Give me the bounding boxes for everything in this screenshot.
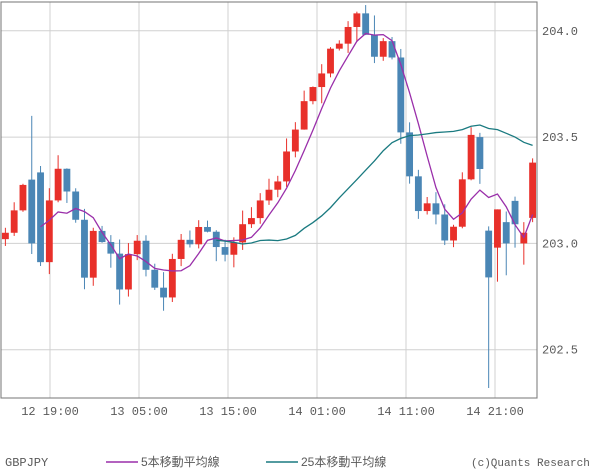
svg-text:13 15:00: 13 15:00 — [199, 405, 257, 419]
svg-text:14 01:00: 14 01:00 — [288, 405, 346, 419]
svg-text:12 19:00: 12 19:00 — [21, 405, 79, 419]
svg-text:203.5: 203.5 — [542, 131, 578, 145]
svg-text:25本移動平均線: 25本移動平均線 — [301, 454, 386, 469]
svg-text:203.0: 203.0 — [542, 237, 578, 251]
svg-text:(c)Quants Research: (c)Quants Research — [471, 458, 590, 470]
svg-text:204.0: 204.0 — [542, 25, 578, 39]
svg-text:14 21:00: 14 21:00 — [466, 405, 524, 419]
svg-text:202.5: 202.5 — [542, 344, 578, 358]
svg-text:5本移動平均線: 5本移動平均線 — [141, 454, 220, 469]
svg-text:13 05:00: 13 05:00 — [110, 405, 168, 419]
svg-text:GBPJPY: GBPJPY — [5, 456, 48, 470]
svg-text:14 11:00: 14 11:00 — [377, 405, 435, 419]
